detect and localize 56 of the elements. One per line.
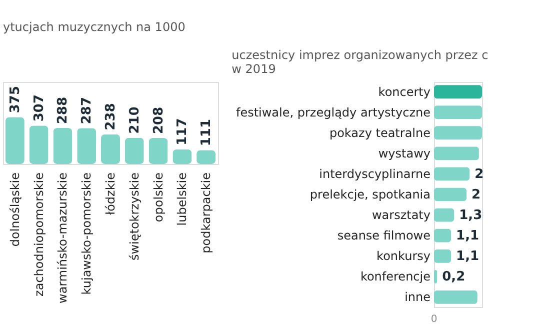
y-tick-label: interdyscyplinarne xyxy=(319,166,430,181)
y-tick-label: wystawy xyxy=(378,146,430,160)
bar xyxy=(148,138,168,164)
data-label: 2 xyxy=(472,188,481,202)
data-label: 0,2 xyxy=(442,270,466,285)
y-tick-label: konferencje xyxy=(360,270,430,284)
y-tick-label: koncerty xyxy=(378,84,430,99)
x-tick-label: warmińsko-mazurskie xyxy=(56,172,70,304)
bar xyxy=(434,249,452,263)
data-label: 1,3 xyxy=(459,208,482,224)
bar xyxy=(434,188,467,202)
chart-title: ytucjach muzycznych na 1000 xyxy=(3,20,186,34)
y-tick-label: warsztaty xyxy=(372,208,430,222)
y-tick-label: konkursy xyxy=(376,249,430,264)
x-tick-label: lubelskie xyxy=(175,172,190,226)
data-label: 375 xyxy=(8,86,23,114)
data-label: 208 xyxy=(151,106,166,134)
bar xyxy=(434,167,470,181)
y-tick-label: prelekcje, spotkania xyxy=(310,188,430,202)
bar xyxy=(5,117,24,164)
x-tick-label: łódzkie xyxy=(104,172,118,215)
data-label: 238 xyxy=(104,103,118,130)
x-tick-label: zachodniopomorskie xyxy=(32,172,46,296)
bar xyxy=(434,228,452,242)
text: 0 xyxy=(430,314,438,325)
x-tick-label: podkarpackie xyxy=(199,172,214,254)
data-label: 307 xyxy=(32,94,47,122)
y-tick-label: pokazy teatralne xyxy=(329,126,430,140)
bar xyxy=(434,106,482,119)
chart-title: uczestnicy imprez organizowanych przez c w 2019 xyxy=(232,48,488,76)
bar xyxy=(53,128,72,164)
bar xyxy=(434,208,454,222)
data-label: 287 xyxy=(80,97,95,124)
data-label: 1,1 xyxy=(456,249,480,264)
bar xyxy=(101,134,120,164)
bar xyxy=(77,128,96,164)
y-tick-label: inne xyxy=(404,290,430,304)
data-label: 111 xyxy=(199,118,214,146)
x-tick-label: dolnośląskie xyxy=(8,172,22,247)
data-label: 2 xyxy=(474,166,484,182)
y-tick-label: seanse filmowe xyxy=(337,228,430,243)
bar xyxy=(29,126,48,164)
x-tick-label: świętokrzyskie xyxy=(127,172,142,261)
bar xyxy=(124,138,144,164)
y-tick-label: festiwale, przeglądy artystyczne xyxy=(236,105,430,120)
bar xyxy=(434,290,478,304)
bar xyxy=(434,85,482,98)
data-label: 117 xyxy=(175,118,190,146)
bar xyxy=(172,149,192,164)
bar xyxy=(434,146,479,160)
x-tick-label: opolskie xyxy=(151,172,166,222)
data-label: 288 xyxy=(56,96,71,124)
data-label: 210 xyxy=(127,106,142,134)
bar xyxy=(434,126,482,140)
x-tick-label: kujawsko-pomorskie xyxy=(80,172,94,295)
data-label: 1,1 xyxy=(456,228,480,244)
